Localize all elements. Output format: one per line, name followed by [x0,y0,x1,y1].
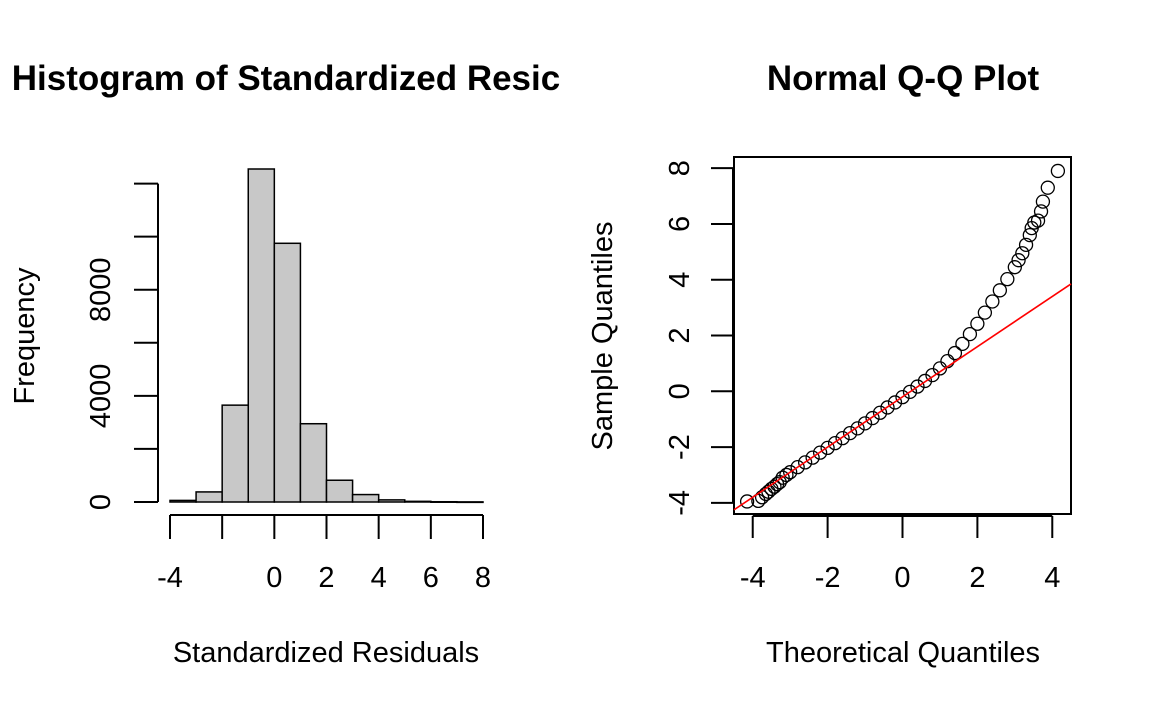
qq-point [775,470,790,485]
qq-y-tick-label: 4 [664,272,696,288]
qq-point [1033,204,1049,219]
histogram-bar [404,500,432,503]
qq-y-tick-label: 6 [664,216,696,232]
histogram-x-tick-label: 2 [318,562,334,594]
qq-y-tick-label: 0 [664,383,696,399]
qq-point [902,384,918,399]
qq-point [1035,194,1051,209]
qq-point [835,430,850,446]
qq-point [812,445,828,460]
qq-x-tick-label: 2 [969,562,985,594]
histogram-y-tick-label: 0 [85,494,117,510]
histogram-x-tick-label: 6 [423,562,439,594]
histogram-x-tick-label: -4 [157,562,183,594]
histogram-x-tick-label: 4 [371,562,387,594]
qq-point [820,440,835,456]
qq-point [842,425,858,441]
qq-point [1007,260,1022,275]
qq-point [1022,227,1037,243]
qq-point [758,486,773,502]
qq-point [985,294,1000,309]
qq-point [932,361,948,376]
histogram-bar [299,422,328,503]
qq-reference-line-segment [733,283,1072,511]
histogram-title: Histogram of Standardized Resic [12,59,560,98]
qq-point [977,305,993,320]
histogram-bar [221,404,250,503]
qq-point [910,379,925,394]
qq-panel: Normal Q-Q Plot -4 -2 0 2 4 -4 -2 0 2 4 6 8 Theore… [587,59,1072,669]
qq-point [779,467,794,483]
qq-x-tick-label: 4 [1044,562,1060,594]
histogram-x-axis: -4 0 2 4 6 8 [157,514,491,594]
histogram-bar [273,242,302,503]
qq-points [739,163,1066,509]
histogram-x-label: Standardized Residuals [173,637,479,669]
qq-point [1018,237,1034,253]
qq-point [962,326,978,342]
qq-y-axis: -4 -2 0 2 4 6 8 [664,160,734,516]
histogram-y-label: Frequency [9,267,41,405]
qq-point [872,405,888,420]
qq-point [1015,246,1030,261]
qq-point [1040,180,1055,195]
histogram-bars [169,168,484,504]
qq-point [739,494,755,509]
histogram-panel: Histogram of Standardized Resic -4 0 2 4 6 8 … [9,59,560,669]
qq-point [880,400,895,415]
qq-y-tick-label: -2 [664,434,696,460]
qq-point [790,459,805,475]
qq-point [1050,163,1066,179]
histogram-bar [195,491,223,503]
qq-point [805,450,820,465]
histogram-x-tick-label: 8 [475,562,491,594]
qq-plot-frame [733,156,1072,515]
qq-y-tick-label: 8 [664,160,696,176]
qq-y-tick-label: -4 [664,490,696,516]
qq-point [827,436,843,451]
qq-point [783,465,798,480]
qq-x-tick-label: -4 [740,562,766,594]
histogram-bar [456,501,484,504]
qq-y-tick-label: 2 [664,327,696,343]
qq-point [1030,213,1046,228]
histogram-bar [247,168,276,503]
qq-point [992,283,1008,298]
histogram-bar [325,479,354,503]
qq-point [857,416,873,431]
qq-point [970,316,985,331]
histogram-y-tick-label: 8000 [85,257,117,322]
qq-y-label: Sample Quantiles [587,222,619,451]
histogram-bar [169,499,197,503]
histogram-y-tick-label: 4000 [85,364,117,429]
qq-point [947,345,963,361]
qq-x-tick-label: -2 [815,562,841,594]
qq-x-label: Theoretical Quantiles [766,637,1040,669]
histogram-bar [351,493,380,503]
qq-point [1011,253,1026,268]
qq-point [955,336,970,352]
qq-x-axis: -4 -2 0 2 4 [740,515,1060,594]
qq-reference-line [733,283,1072,511]
qq-point [797,455,813,470]
qq-point [887,395,903,410]
qq-point [940,354,955,369]
qq-point [895,389,910,405]
histogram-bar [377,499,406,503]
qq-point [850,421,865,436]
qq-point [865,410,880,426]
qq-point [1000,272,1015,287]
qq-title: Normal Q-Q Plot [767,59,1040,98]
histogram-bar [430,500,458,503]
histogram-y-axis: 0 4000 8000 [85,182,159,510]
qq-x-tick-label: 0 [894,562,910,594]
histogram-x-tick-label: 0 [266,562,282,594]
